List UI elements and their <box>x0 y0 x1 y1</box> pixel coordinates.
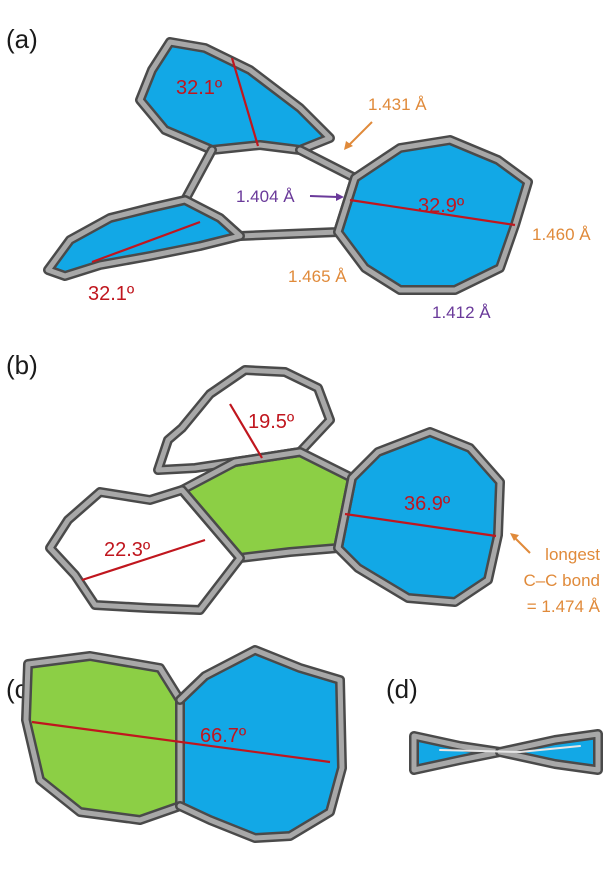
ring-fill-blue <box>338 432 500 602</box>
panel-d: (d) <box>386 674 603 775</box>
bond-1431: 1.431 Å <box>368 95 427 114</box>
ring-fill <box>338 140 528 290</box>
note-line-1: longest <box>545 545 600 564</box>
ring-a-left <box>48 200 240 276</box>
measure-line <box>230 57 260 147</box>
arrow-1404 <box>309 195 339 198</box>
measure-line <box>81 538 206 582</box>
angle-b-1: 19.5º <box>248 411 295 433</box>
bond-1460: 1.460 Å <box>532 225 591 244</box>
ring-fill <box>48 200 240 276</box>
bond-1465: 1.465 Å <box>288 267 347 286</box>
measure-line <box>344 512 497 538</box>
angle-c-1: 66.7º <box>200 725 247 747</box>
ring-fill-green <box>26 656 180 820</box>
angle-a-1: 32.1º <box>176 77 223 99</box>
angle-b-3: 22.3º <box>104 539 151 561</box>
bond-1412: 1.412 Å <box>432 303 491 322</box>
note-line-3: = 1.474 Å <box>527 597 601 616</box>
arrow-longest-head <box>510 533 519 541</box>
note-line-2: C–C bond <box>523 571 600 590</box>
ring-fill-green <box>182 452 352 558</box>
ring-fill <box>140 42 330 150</box>
ring-a-right <box>338 140 528 290</box>
panel-a-label: (a) <box>6 24 38 54</box>
arrow-longest <box>513 536 531 554</box>
panel-d-label: (d) <box>386 674 418 704</box>
bonds-c <box>21 645 347 843</box>
arrow-1431-head <box>344 141 353 150</box>
ring-fill-blue <box>504 738 596 768</box>
bond-1404: 1.404 Å <box>236 187 295 206</box>
measure-line <box>91 220 201 264</box>
bonds-d <box>409 729 603 775</box>
panel-c: (c) 66.7º <box>6 645 347 843</box>
arrow-1431 <box>347 121 373 147</box>
measure-line <box>31 720 331 764</box>
panel-b-label: (b) <box>6 350 38 380</box>
ring-a-top <box>140 42 330 150</box>
panel-a: (a) 32.1 <box>6 24 591 322</box>
ring-fill-blue <box>180 650 342 838</box>
bonds-a <box>43 37 533 295</box>
arrow-1404-head <box>336 193 344 201</box>
angle-a-3: 32.1º <box>88 283 135 305</box>
panel-b: (b) 19.5º 36.9º 22.3º longest C–C bo <box>6 350 601 616</box>
bonds-b <box>45 365 505 615</box>
angle-b-2: 36.9º <box>404 493 451 515</box>
measure-line <box>229 403 263 459</box>
measure-line <box>349 198 516 227</box>
angle-a-2: 32.9º <box>418 195 465 217</box>
